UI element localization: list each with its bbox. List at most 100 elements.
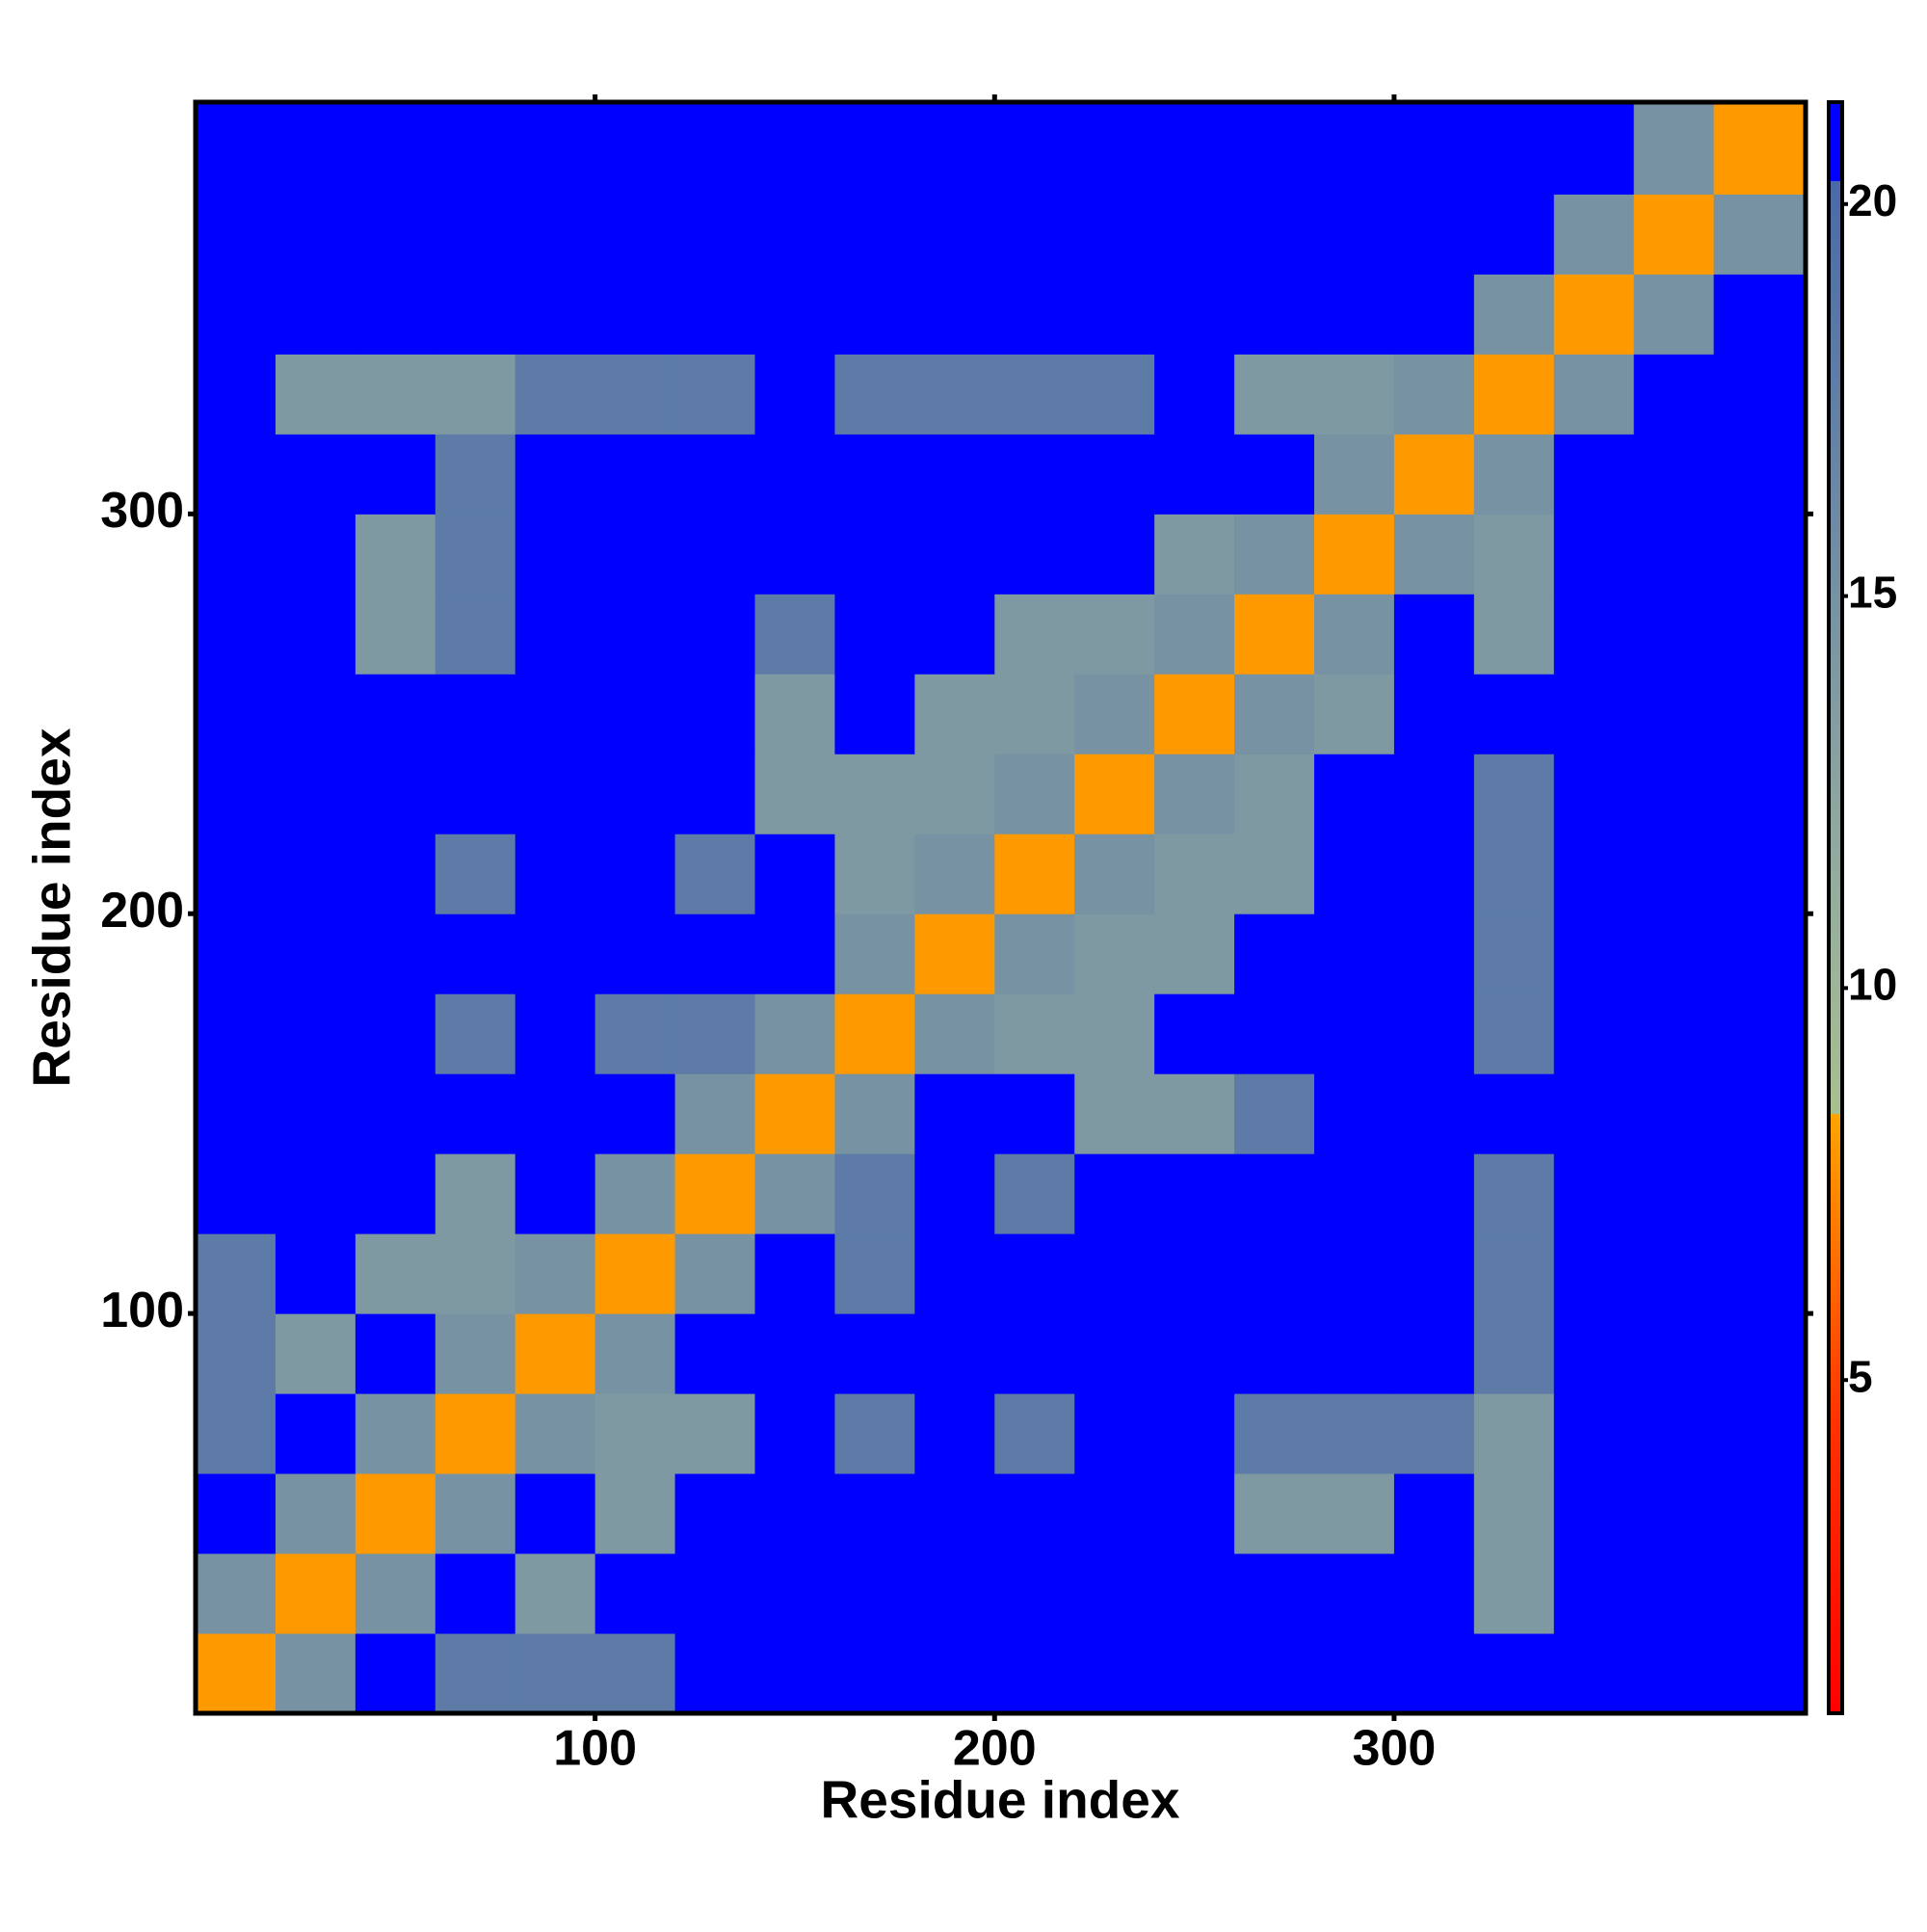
heatmap-cell [1234,1553,1315,1634]
heatmap-cell [1393,1553,1475,1634]
heatmap-cell [754,514,835,595]
heatmap-cell [435,1633,516,1714]
x-tick-label: 200 [953,1721,1037,1777]
heatmap-cell [914,754,995,834]
heatmap-cell [994,594,1075,675]
heatmap-cell [1713,913,1807,994]
heatmap-cell [914,674,995,754]
heatmap-cell [834,274,915,355]
heatmap-cell [1473,993,1555,1074]
heatmap-cell [1154,1153,1235,1234]
heatmap-cell [275,354,356,435]
x-tick-label: 300 [1353,1721,1437,1777]
heatmap-cell [355,434,436,515]
heatmap-cell [674,354,755,435]
heatmap-cell [674,1633,755,1714]
heatmap-cell [1633,1233,1715,1314]
heatmap-cell [914,834,995,914]
heatmap-cell [1074,674,1155,754]
heatmap-cell [1154,354,1235,435]
heatmap-cell [1473,754,1555,834]
colorbar-segment [1829,1418,1842,1714]
heatmap-cell [914,913,995,994]
heatmap-cell [754,1153,835,1234]
heatmap-cell [1473,1473,1555,1554]
heatmap-cell [594,194,676,275]
heatmap-cell [914,594,995,675]
heatmap-cell [994,913,1075,994]
heatmap-cell [1234,274,1315,355]
heatmap-cell [594,754,676,834]
heatmap-cell [435,1313,516,1394]
heatmap-cell [1074,434,1155,515]
heatmap-cell [196,1393,277,1474]
heatmap-cell [834,1393,915,1474]
heatmap-cell [754,913,835,994]
heatmap-cell [1074,274,1155,355]
heatmap-cell [515,514,596,595]
heatmap-cell [1074,1313,1155,1394]
heatmap-cell [275,834,356,914]
heatmap-cell [594,102,676,195]
heatmap-cell [594,993,676,1074]
heatmap-cell [1313,754,1395,834]
heatmap-cell [994,1313,1075,1394]
heatmap-cell [834,1473,915,1554]
heatmap-cell [834,1233,915,1314]
heatmap-cell [1074,834,1155,914]
heatmap-cell [674,993,755,1074]
heatmap-cell [1553,1393,1635,1474]
heatmap-cell [1473,354,1555,435]
heatmap-cell [515,834,596,914]
heatmap-cell [435,1473,516,1554]
heatmap-cell [1234,1153,1315,1234]
heatmap-cell [1154,274,1235,355]
heatmap-cell [515,1313,596,1394]
heatmap-cell [1393,993,1475,1074]
heatmap-cell [196,274,277,355]
heatmap-cell [1313,354,1395,435]
heatmap-cell [914,993,995,1074]
heatmap-cell [1473,1153,1555,1234]
heatmap-cell [1234,993,1315,1074]
heatmap-cell [994,274,1075,355]
heatmap-cell [275,102,356,195]
heatmap-cell [754,1473,835,1554]
heatmap-cell [1553,993,1635,1074]
heatmap-cell [674,1473,755,1554]
heatmap-cell [674,913,755,994]
heatmap-cell [275,594,356,675]
heatmap-cell [1074,993,1155,1074]
heatmap-cell [754,1233,835,1314]
heatmap-cell [1633,354,1715,435]
heatmap-cell [1393,1153,1475,1234]
heatmap-cell [1154,102,1235,195]
heatmap-cell [196,1633,277,1714]
heatmap-cell [1074,1073,1155,1154]
heatmap-cell [1713,1313,1807,1394]
colorbar-frame [1827,100,1844,1715]
heatmap-cell [435,194,516,275]
heatmap-cell [1393,102,1475,195]
heatmap-cell [754,1553,835,1634]
heatmap-cell [355,674,436,754]
heatmap-cell [834,102,915,195]
heatmap-cell [1473,434,1555,515]
heatmap-cell [1633,1073,1715,1154]
heatmap-cell [914,1633,995,1714]
heatmap-cell [754,102,835,195]
heatmap-cell [1234,834,1315,914]
heatmap-cell [1313,274,1395,355]
heatmap-cell [994,434,1075,515]
heatmap-cell [914,1313,995,1394]
heatmap-cell [435,594,516,675]
colorbar-tick-label: 20 [1848,175,1897,225]
heatmap-cell [275,913,356,994]
heatmap-cell [834,514,915,595]
heatmap-cell [1074,1153,1155,1234]
heatmap-cell [994,834,1075,914]
heatmap-cell [1234,354,1315,435]
heatmap-cell [435,354,516,435]
heatmap-cell [1473,1313,1555,1394]
